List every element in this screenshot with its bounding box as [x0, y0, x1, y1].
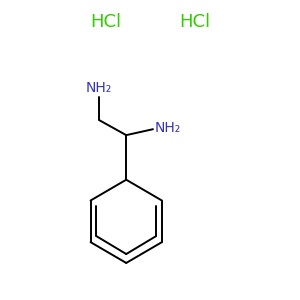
- Text: NH₂: NH₂: [86, 81, 112, 95]
- Text: NH₂: NH₂: [154, 121, 181, 135]
- Text: HCl: HCl: [90, 13, 121, 31]
- Text: HCl: HCl: [179, 13, 210, 31]
